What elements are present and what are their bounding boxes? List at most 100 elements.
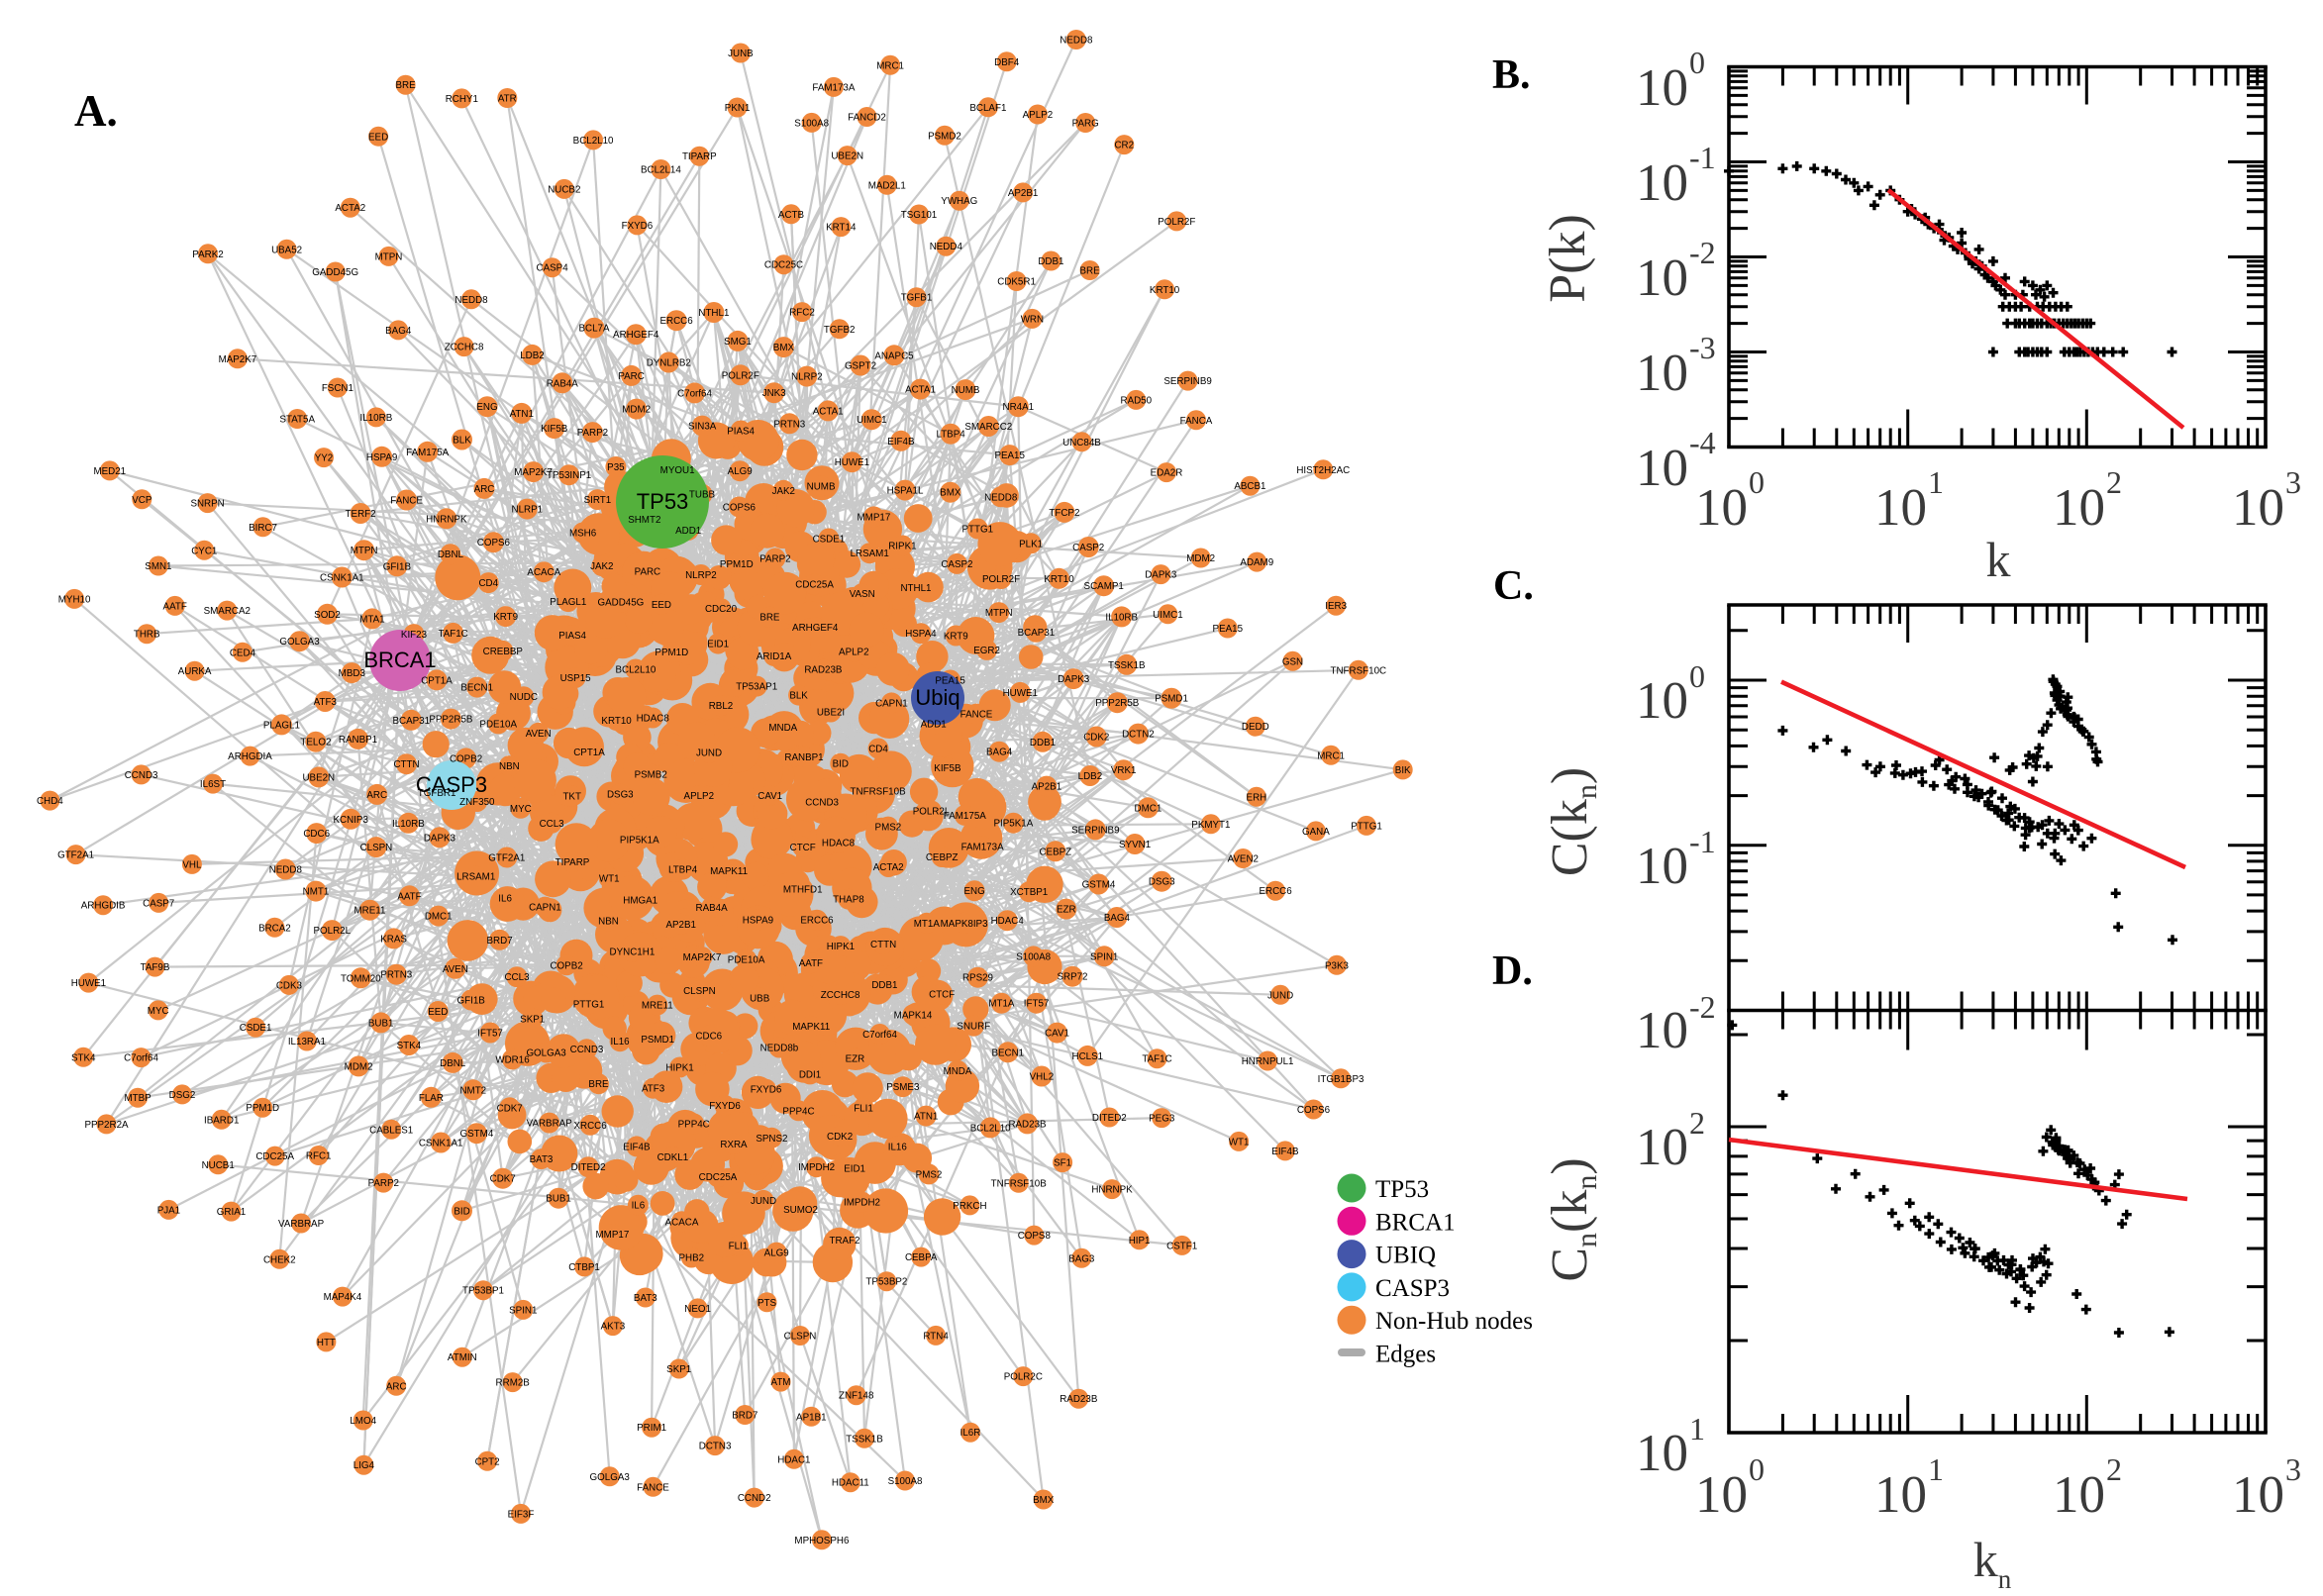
svg-text:ATF3: ATF3 [642, 1084, 665, 1095]
svg-text:KRAS: KRAS [380, 934, 407, 945]
svg-text:MBD3: MBD3 [339, 668, 366, 679]
svg-text:HSPA9: HSPA9 [366, 452, 397, 463]
svg-text:10: 10 [1874, 479, 1927, 537]
svg-text:PPM1D: PPM1D [655, 648, 688, 658]
svg-text:KIF5B: KIF5B [934, 763, 961, 774]
svg-text:FAM173A: FAM173A [961, 842, 1004, 852]
svg-text:CDKL1: CDKL1 [657, 1152, 689, 1163]
svg-text:k: k [1986, 532, 2011, 587]
svg-text:SKP1: SKP1 [520, 1014, 545, 1025]
svg-text:BMX: BMX [773, 343, 795, 353]
svg-text:HSPA4: HSPA4 [905, 629, 937, 640]
svg-text:HSPA9: HSPA9 [743, 916, 773, 927]
svg-text:CTBP1: CTBP1 [568, 1262, 600, 1273]
svg-text:PPP4C: PPP4C [678, 1119, 710, 1130]
svg-text:BCAP31: BCAP31 [1018, 628, 1056, 639]
svg-text:IL6ST: IL6ST [200, 779, 226, 790]
svg-text:ZNF148: ZNF148 [839, 1391, 874, 1402]
svg-text:YY2: YY2 [315, 453, 334, 464]
svg-text:P35: P35 [607, 462, 625, 473]
svg-text:TSSK1B: TSSK1B [1108, 660, 1146, 671]
svg-text:PARP2: PARP2 [368, 1178, 399, 1189]
svg-text:PDE10A: PDE10A [479, 719, 517, 730]
svg-text:PRKCH: PRKCH [953, 1201, 986, 1212]
svg-text:MDM2: MDM2 [622, 405, 651, 416]
svg-text:PSMD2: PSMD2 [928, 131, 961, 142]
svg-text:10: 10 [1636, 440, 1688, 497]
svg-text:NTHL1: NTHL1 [900, 583, 931, 594]
svg-text:HDAC11: HDAC11 [832, 1478, 869, 1489]
svg-text:PIAS4: PIAS4 [727, 427, 755, 438]
svg-text:PPP2R5B: PPP2R5B [1095, 698, 1140, 709]
svg-text:PLAGL1: PLAGL1 [263, 720, 300, 731]
svg-text:AVEN: AVEN [443, 964, 468, 975]
svg-text:ARC: ARC [474, 484, 495, 495]
svg-text:SKP1: SKP1 [666, 1364, 691, 1375]
svg-text:DITED2: DITED2 [1092, 1113, 1127, 1124]
svg-text:BCL7A: BCL7A [578, 324, 610, 335]
svg-text:CCND3: CCND3 [125, 770, 158, 781]
svg-text:CPT1A: CPT1A [573, 748, 605, 758]
svg-text:ARHGEF4: ARHGEF4 [792, 623, 839, 634]
svg-text:DSG3: DSG3 [607, 789, 634, 800]
svg-text:MAP4K4: MAP4K4 [324, 1292, 362, 1303]
svg-text:CEBPZ: CEBPZ [926, 852, 959, 863]
svg-text:BRCA2: BRCA2 [258, 923, 291, 934]
svg-text:AATF: AATF [397, 891, 421, 902]
svg-text:MYC: MYC [148, 1006, 169, 1017]
svg-text:RCHY1: RCHY1 [446, 94, 478, 105]
svg-text:LMO4: LMO4 [350, 1416, 376, 1427]
svg-text:ATM: ATM [771, 1377, 791, 1388]
svg-text:ACTA2: ACTA2 [335, 203, 365, 214]
svg-text:SIRT1: SIRT1 [584, 495, 612, 506]
svg-text:SMARCC2: SMARCC2 [964, 422, 1012, 433]
svg-text:-2: -2 [1689, 235, 1716, 270]
svg-text:TNFRSF10C: TNFRSF10C [1330, 665, 1386, 676]
svg-text:SERPINB9: SERPINB9 [1163, 376, 1211, 387]
svg-text:NEDD8: NEDD8 [269, 865, 303, 876]
svg-text:ATR: ATR [498, 94, 517, 105]
svg-text:PIP5K1A: PIP5K1A [620, 835, 659, 846]
svg-text:AVEN: AVEN [526, 729, 552, 740]
svg-text:ARC: ARC [366, 790, 387, 801]
svg-text:-1: -1 [1689, 824, 1716, 859]
svg-text:CPT2: CPT2 [475, 1456, 500, 1467]
svg-text:HDAC4: HDAC4 [991, 916, 1025, 927]
svg-text:3: 3 [2285, 464, 2301, 500]
svg-text:EID1: EID1 [844, 1164, 865, 1175]
svg-text:CD4: CD4 [478, 578, 498, 589]
svg-text:UBE2N: UBE2N [302, 772, 335, 783]
svg-text:DSG3: DSG3 [1149, 877, 1175, 888]
svg-text:KIF23: KIF23 [401, 630, 428, 641]
svg-text:AVEN2: AVEN2 [1228, 854, 1259, 865]
svg-text:PTS: PTS [758, 1298, 777, 1309]
svg-text:KRT10: KRT10 [601, 716, 632, 727]
svg-text:DCTN2: DCTN2 [1122, 730, 1155, 741]
svg-text:POLR2F: POLR2F [1158, 217, 1195, 228]
svg-text:ADD1: ADD1 [675, 526, 701, 537]
svg-text:CDK3: CDK3 [276, 980, 303, 991]
svg-text:BAG3: BAG3 [1068, 1253, 1095, 1264]
svg-text:VARBRAP: VARBRAP [527, 1119, 573, 1130]
svg-text:CCND2: CCND2 [738, 1493, 771, 1504]
svg-text:MTPN: MTPN [985, 608, 1013, 619]
svg-text:TUBB: TUBB [689, 490, 716, 501]
svg-text:MMP17: MMP17 [858, 512, 891, 523]
svg-text:CSNK1A1: CSNK1A1 [419, 1139, 463, 1149]
svg-text:JAK2: JAK2 [590, 561, 613, 572]
svg-text:BAT3: BAT3 [634, 1293, 657, 1304]
svg-text:NMT2: NMT2 [459, 1085, 486, 1096]
svg-text:BID: BID [833, 759, 849, 770]
svg-text:CCL3: CCL3 [540, 819, 565, 830]
svg-text:ABCB1: ABCB1 [1234, 481, 1265, 492]
svg-text:0: 0 [1689, 658, 1705, 694]
svg-text:RANBP1: RANBP1 [784, 752, 823, 763]
svg-text:RPS29: RPS29 [962, 973, 993, 984]
svg-text:LDB2: LDB2 [1078, 771, 1103, 782]
svg-text:EDA2R: EDA2R [1151, 468, 1183, 479]
svg-text:SCAMP1: SCAMP1 [1084, 581, 1124, 592]
svg-text:ACACA: ACACA [665, 1217, 699, 1228]
svg-text:MAPK11: MAPK11 [710, 866, 748, 877]
svg-text:COPS6: COPS6 [723, 503, 757, 514]
svg-text:S100A8: S100A8 [794, 118, 829, 129]
